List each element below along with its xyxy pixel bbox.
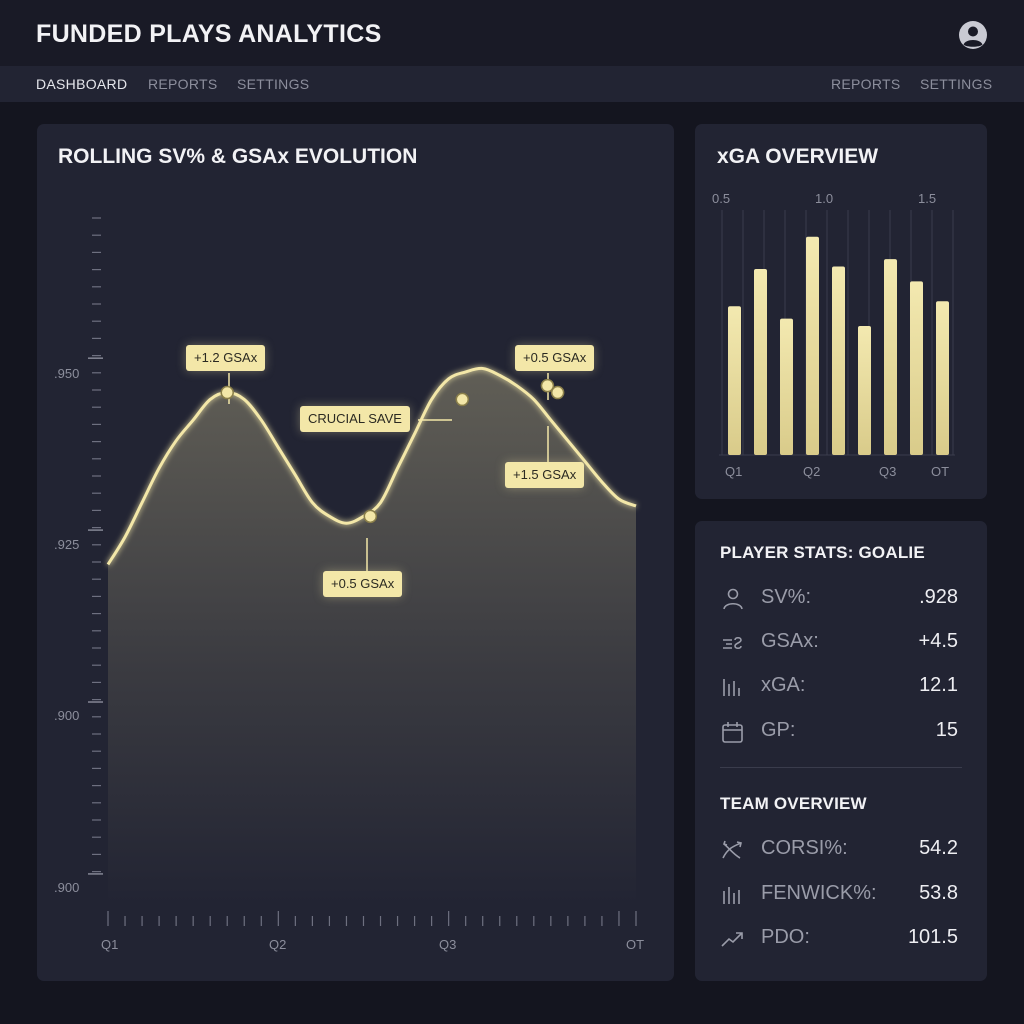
xga-top-tick: 1.5 bbox=[918, 191, 937, 206]
xga-bar bbox=[858, 326, 871, 455]
xga-x-tick: Q1 bbox=[725, 464, 743, 479]
sv-point bbox=[363, 509, 378, 524]
sv-point bbox=[540, 378, 555, 393]
y-tick-label: .900 bbox=[54, 880, 80, 895]
stat-value: 12.1 bbox=[919, 674, 958, 696]
sv-area bbox=[108, 368, 636, 905]
team-overview-title: TEAM OVERVIEW bbox=[720, 794, 867, 813]
stat-row-xga: xGA: 12.1 bbox=[720, 671, 960, 701]
bar-chart-icon bbox=[723, 887, 740, 904]
xga-top-tick: 0.5 bbox=[712, 191, 731, 206]
xga-bar bbox=[728, 306, 741, 455]
callout-gsax-late: +1.5 GSAx bbox=[505, 462, 585, 488]
top-nav: DASHBOARD REPORTS SETTINGS REPORTS SETTI… bbox=[0, 66, 1024, 102]
stats-divider bbox=[720, 767, 962, 768]
sv-point bbox=[220, 385, 234, 400]
rolling-chart-title: ROLLING SV% & GSAx EVOLUTION bbox=[58, 145, 418, 168]
stat-value: .928 bbox=[919, 586, 958, 608]
stat-row-gp: GP: 15 bbox=[720, 716, 960, 746]
callout-gsax-peak1: +1.2 GSAx bbox=[186, 345, 266, 371]
stat-value: 54.2 bbox=[919, 837, 958, 859]
sv-point bbox=[550, 385, 565, 400]
app-title: FUNDED PLAYS ANALYTICS bbox=[36, 20, 382, 48]
stat-value: +4.5 bbox=[918, 630, 958, 652]
player-stats-title: PLAYER STATS: GOALIE bbox=[720, 543, 925, 562]
stat-label: PDO: bbox=[761, 926, 810, 948]
callout-gsax-trough: +0.5 GSAx bbox=[323, 571, 403, 597]
xga-bar bbox=[832, 266, 845, 455]
x-tick-label: Q1 bbox=[101, 937, 119, 952]
nav-dashboard[interactable]: DASHBOARD bbox=[36, 76, 128, 92]
stats-card bbox=[695, 521, 987, 981]
puck-motion-icon bbox=[723, 636, 742, 650]
bar-chart-icon bbox=[723, 679, 740, 696]
callout-gsax-peak2: +0.5 GSAx bbox=[515, 345, 595, 371]
stat-row-pdo: PDO: 101.5 bbox=[720, 923, 960, 953]
stat-row-fenwick: FENWICK%: 53.8 bbox=[720, 879, 960, 909]
x-tick-label: Q3 bbox=[439, 937, 457, 952]
x-tick-label: Q2 bbox=[269, 937, 287, 952]
stat-label: FENWICK%: bbox=[761, 882, 877, 904]
y-tick-label: .950 bbox=[54, 366, 80, 381]
x-tick-label: OT bbox=[626, 937, 645, 952]
stat-value: 101.5 bbox=[907, 926, 958, 948]
nav-settings[interactable]: SETTINGS bbox=[237, 76, 310, 92]
nav-reports-right[interactable]: REPORTS bbox=[831, 76, 901, 92]
y-tick-label: .925 bbox=[54, 537, 80, 552]
y-tick-label: .900 bbox=[54, 708, 80, 723]
stat-label: GSAx: bbox=[761, 630, 819, 652]
stat-value: 15 bbox=[935, 719, 958, 741]
callout-crucial-save: CRUCIAL SAVE bbox=[300, 406, 410, 432]
xga-x-tick: Q3 bbox=[879, 464, 897, 479]
stat-label: GP: bbox=[761, 719, 796, 741]
stat-label: SV%: bbox=[761, 586, 812, 608]
stat-label: xGA: bbox=[761, 674, 806, 696]
xga-bar bbox=[910, 281, 923, 455]
stat-label: CORSI%: bbox=[761, 837, 848, 859]
trend-up-icon bbox=[721, 932, 743, 947]
user-avatar-icon[interactable] bbox=[958, 20, 988, 50]
app-header: FUNDED PLAYS ANALYTICS bbox=[0, 0, 1024, 66]
sv-point bbox=[455, 392, 470, 407]
xga-top-tick: 1.0 bbox=[815, 191, 834, 206]
xga-x-tick: Q2 bbox=[803, 464, 821, 479]
person-icon bbox=[723, 588, 743, 610]
xga-bar bbox=[780, 318, 793, 455]
crossed-arrows-icon bbox=[722, 840, 742, 859]
xga-x-tick: OT bbox=[931, 464, 950, 479]
nav-reports[interactable]: REPORTS bbox=[148, 76, 218, 92]
nav-settings-right[interactable]: SETTINGS bbox=[920, 76, 993, 92]
stat-row-corsi: CORSI%: 54.2 bbox=[720, 834, 960, 864]
stat-value: 53.8 bbox=[919, 882, 958, 904]
stat-row-gsax: GSAx: +4.5 bbox=[720, 627, 960, 657]
xga-title: xGA OVERVIEW bbox=[717, 145, 879, 168]
calendar-icon bbox=[722, 722, 743, 743]
xga-bar bbox=[884, 259, 897, 455]
stat-row-sv: SV%: .928 bbox=[720, 583, 960, 613]
xga-bar bbox=[754, 269, 767, 455]
xga-bar bbox=[936, 301, 949, 455]
xga-bar bbox=[806, 236, 819, 455]
